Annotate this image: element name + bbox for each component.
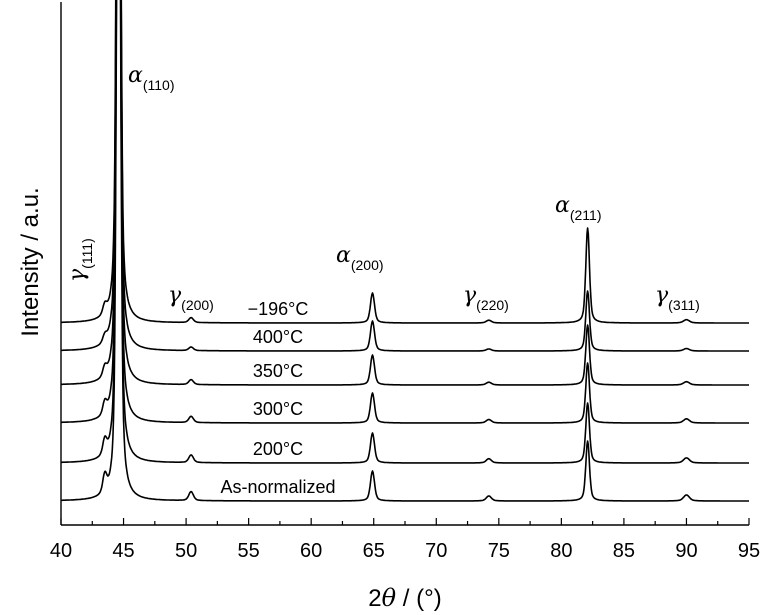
trace-labels: As-normalized 200°C 300°C 350°C 400°C −196°C xyxy=(220,299,335,497)
x-axis-ticks: 40 45 50 55 60 65 70 75 80 85 90 95 xyxy=(50,518,760,562)
trace-label: 200°C xyxy=(253,439,303,459)
xrd-trace xyxy=(61,0,749,424)
x-tick-label: 85 xyxy=(613,540,635,562)
peak-label: α(110) xyxy=(128,63,175,93)
xrd-trace xyxy=(61,0,749,352)
x-tick-label: 90 xyxy=(675,540,697,562)
peak-label: γ(311) xyxy=(655,283,700,313)
peak-label: γ(111) xyxy=(65,238,95,282)
x-tick-label: 95 xyxy=(738,540,760,562)
peak-label: α(211) xyxy=(555,193,602,223)
x-axis-title: 2θ / (°) xyxy=(368,584,441,612)
x-tick-label: 80 xyxy=(550,540,572,562)
xrd-trace xyxy=(61,0,749,464)
trace-label: 300°C xyxy=(253,399,303,419)
x-tick-label: 60 xyxy=(300,540,322,562)
x-tick-label: 40 xyxy=(50,540,72,562)
xrd-traces xyxy=(61,0,749,502)
x-tick-label: 50 xyxy=(175,540,197,562)
peak-label: γ(220) xyxy=(463,283,509,313)
x-tick-label: 75 xyxy=(488,540,510,562)
peak-label: γ(200) xyxy=(168,283,214,313)
trace-label: −196°C xyxy=(248,299,309,319)
trace-label: 400°C xyxy=(253,327,303,347)
x-tick-label: 45 xyxy=(112,540,134,562)
trace-label: 350°C xyxy=(253,361,303,381)
peak-label: α(200) xyxy=(336,243,384,273)
trace-label: As-normalized xyxy=(220,477,335,497)
xrd-trace xyxy=(61,0,749,386)
peak-labels: γ(111) α(110) γ(200) α(200) γ(220) α(211) γ(31… xyxy=(65,63,700,313)
x-tick-label: 55 xyxy=(238,540,260,562)
x-tick-label: 70 xyxy=(425,540,447,562)
xrd-trace xyxy=(61,0,749,502)
xrd-trace xyxy=(61,0,749,324)
y-axis-title: Intensity / a.u. xyxy=(17,187,44,336)
x-tick-label: 65 xyxy=(363,540,385,562)
